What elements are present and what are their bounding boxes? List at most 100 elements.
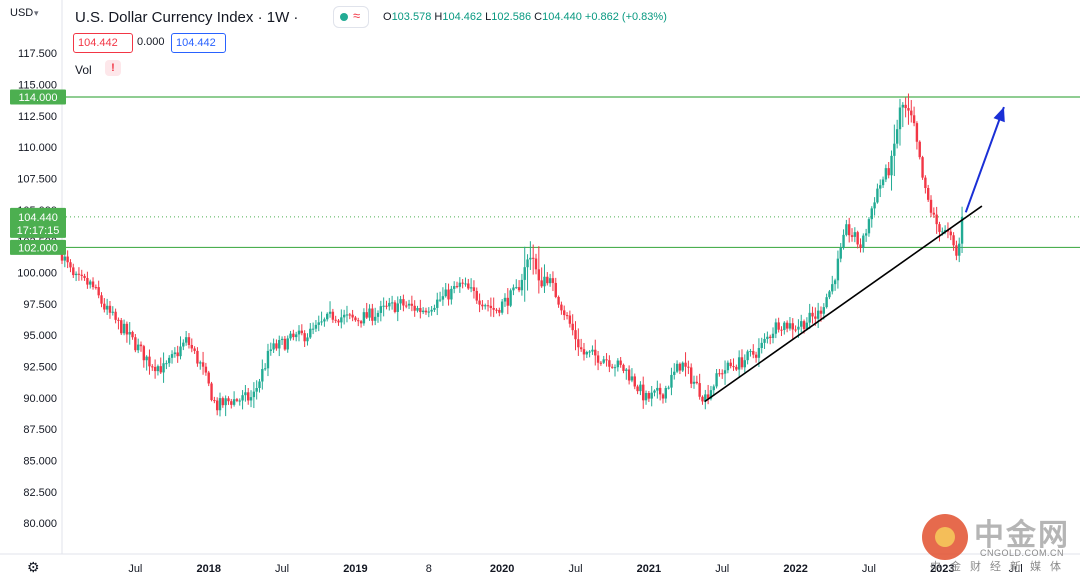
candle-body (475, 290, 478, 301)
candle-body (613, 367, 617, 369)
candle-body (359, 321, 363, 324)
candle-body (77, 273, 81, 275)
candle-body (396, 303, 399, 312)
currency-selector[interactable]: USD (10, 7, 34, 19)
candle-body (111, 311, 114, 313)
candle-body (952, 235, 955, 246)
close-label: C (534, 11, 543, 23)
candle-body (373, 316, 377, 321)
y-tick-label: 97.500 (23, 299, 57, 311)
chevron-down-icon[interactable]: ▾ (34, 8, 39, 18)
candle-body (331, 311, 335, 320)
market-status-pill[interactable]: ≈ (333, 6, 369, 28)
candle-body (207, 372, 210, 384)
candle-body (633, 376, 636, 387)
level-label-114: 114.000 (19, 92, 58, 104)
candle-body (907, 108, 910, 111)
candle-body (864, 233, 868, 236)
candle-body (407, 303, 411, 306)
candle-body (721, 373, 724, 375)
candle-body (467, 283, 470, 289)
candle-body (548, 278, 552, 284)
candle-body (557, 296, 560, 305)
candle-body (689, 367, 693, 384)
candle-body (780, 329, 783, 331)
trendline[interactable] (704, 205, 983, 403)
y-tick-label: 90.000 (23, 393, 57, 405)
x-tick-label: Jul (862, 563, 876, 575)
symbol-title[interactable]: U.S. Dollar Currency Index · 1W · (75, 9, 299, 26)
chart-header: USD ▾ U.S. Dollar Currency Index · 1W · … (0, 0, 1080, 30)
candle-body (921, 157, 924, 178)
candle-body (955, 245, 958, 256)
candle-body (136, 344, 140, 351)
warning-icon[interactable]: ! (105, 60, 121, 76)
candle-body (294, 334, 298, 338)
candle-body (311, 328, 315, 330)
level-label-102: 102.000 (18, 242, 58, 254)
buy-price-button[interactable]: 104.442 (171, 33, 226, 53)
open-value: 103.578 (391, 11, 432, 23)
candle-body (289, 333, 292, 339)
candle-body (272, 343, 275, 350)
candle-body (419, 308, 422, 313)
candle-body (506, 297, 509, 306)
candle-body (918, 141, 921, 158)
candle-body (452, 286, 456, 289)
arrow-head-icon (993, 107, 1005, 123)
candle-body (517, 287, 521, 291)
candle-body (303, 333, 306, 342)
candle-body (664, 388, 667, 399)
candle-body (365, 312, 368, 318)
candle-body (785, 322, 789, 329)
candle-body (100, 295, 103, 304)
candle-body (320, 321, 323, 323)
candle-body (571, 323, 574, 331)
candle-body (179, 346, 182, 357)
candle-body (757, 347, 761, 358)
candle-body (484, 305, 487, 307)
candle-body (794, 329, 797, 331)
candle-body (512, 287, 515, 291)
candle-body (712, 386, 715, 391)
candle-body (723, 370, 727, 374)
volume-label[interactable]: Vol (75, 63, 92, 77)
candle-body (362, 312, 366, 324)
spread-value: 0.000 (137, 36, 165, 48)
candle-body (811, 312, 814, 317)
candle-body (608, 360, 611, 367)
candle-body (752, 351, 755, 355)
candle-body (91, 281, 95, 288)
candle-body (145, 356, 148, 361)
candle-body (241, 395, 244, 401)
candle-body (97, 287, 100, 296)
gear-icon[interactable]: ⚙ (27, 559, 40, 575)
y-tick-label: 100.000 (17, 268, 57, 280)
candle-body (232, 399, 236, 405)
candle-body (376, 312, 380, 317)
watermark-logo-core (935, 527, 955, 547)
candle-body (63, 256, 67, 261)
candle-body (74, 273, 78, 276)
candle-body (599, 362, 603, 364)
candle-body (114, 311, 117, 320)
candle-body (337, 320, 340, 323)
candle-body (263, 368, 267, 370)
candle-body (788, 323, 792, 329)
candle-body (187, 337, 191, 345)
candle-body (66, 256, 69, 263)
low-label: L (485, 11, 492, 23)
candle-body (929, 199, 933, 213)
sell-price-button[interactable]: 104.442 (73, 33, 133, 53)
candle-body (399, 299, 402, 304)
candle-body (469, 287, 473, 289)
candle-body (342, 314, 346, 318)
projection-arrow-line[interactable] (964, 106, 1005, 213)
candle-body (893, 143, 896, 156)
candle-body (503, 297, 507, 302)
candle-body (563, 310, 566, 316)
candle-body (898, 107, 902, 130)
candle-body (348, 314, 351, 316)
